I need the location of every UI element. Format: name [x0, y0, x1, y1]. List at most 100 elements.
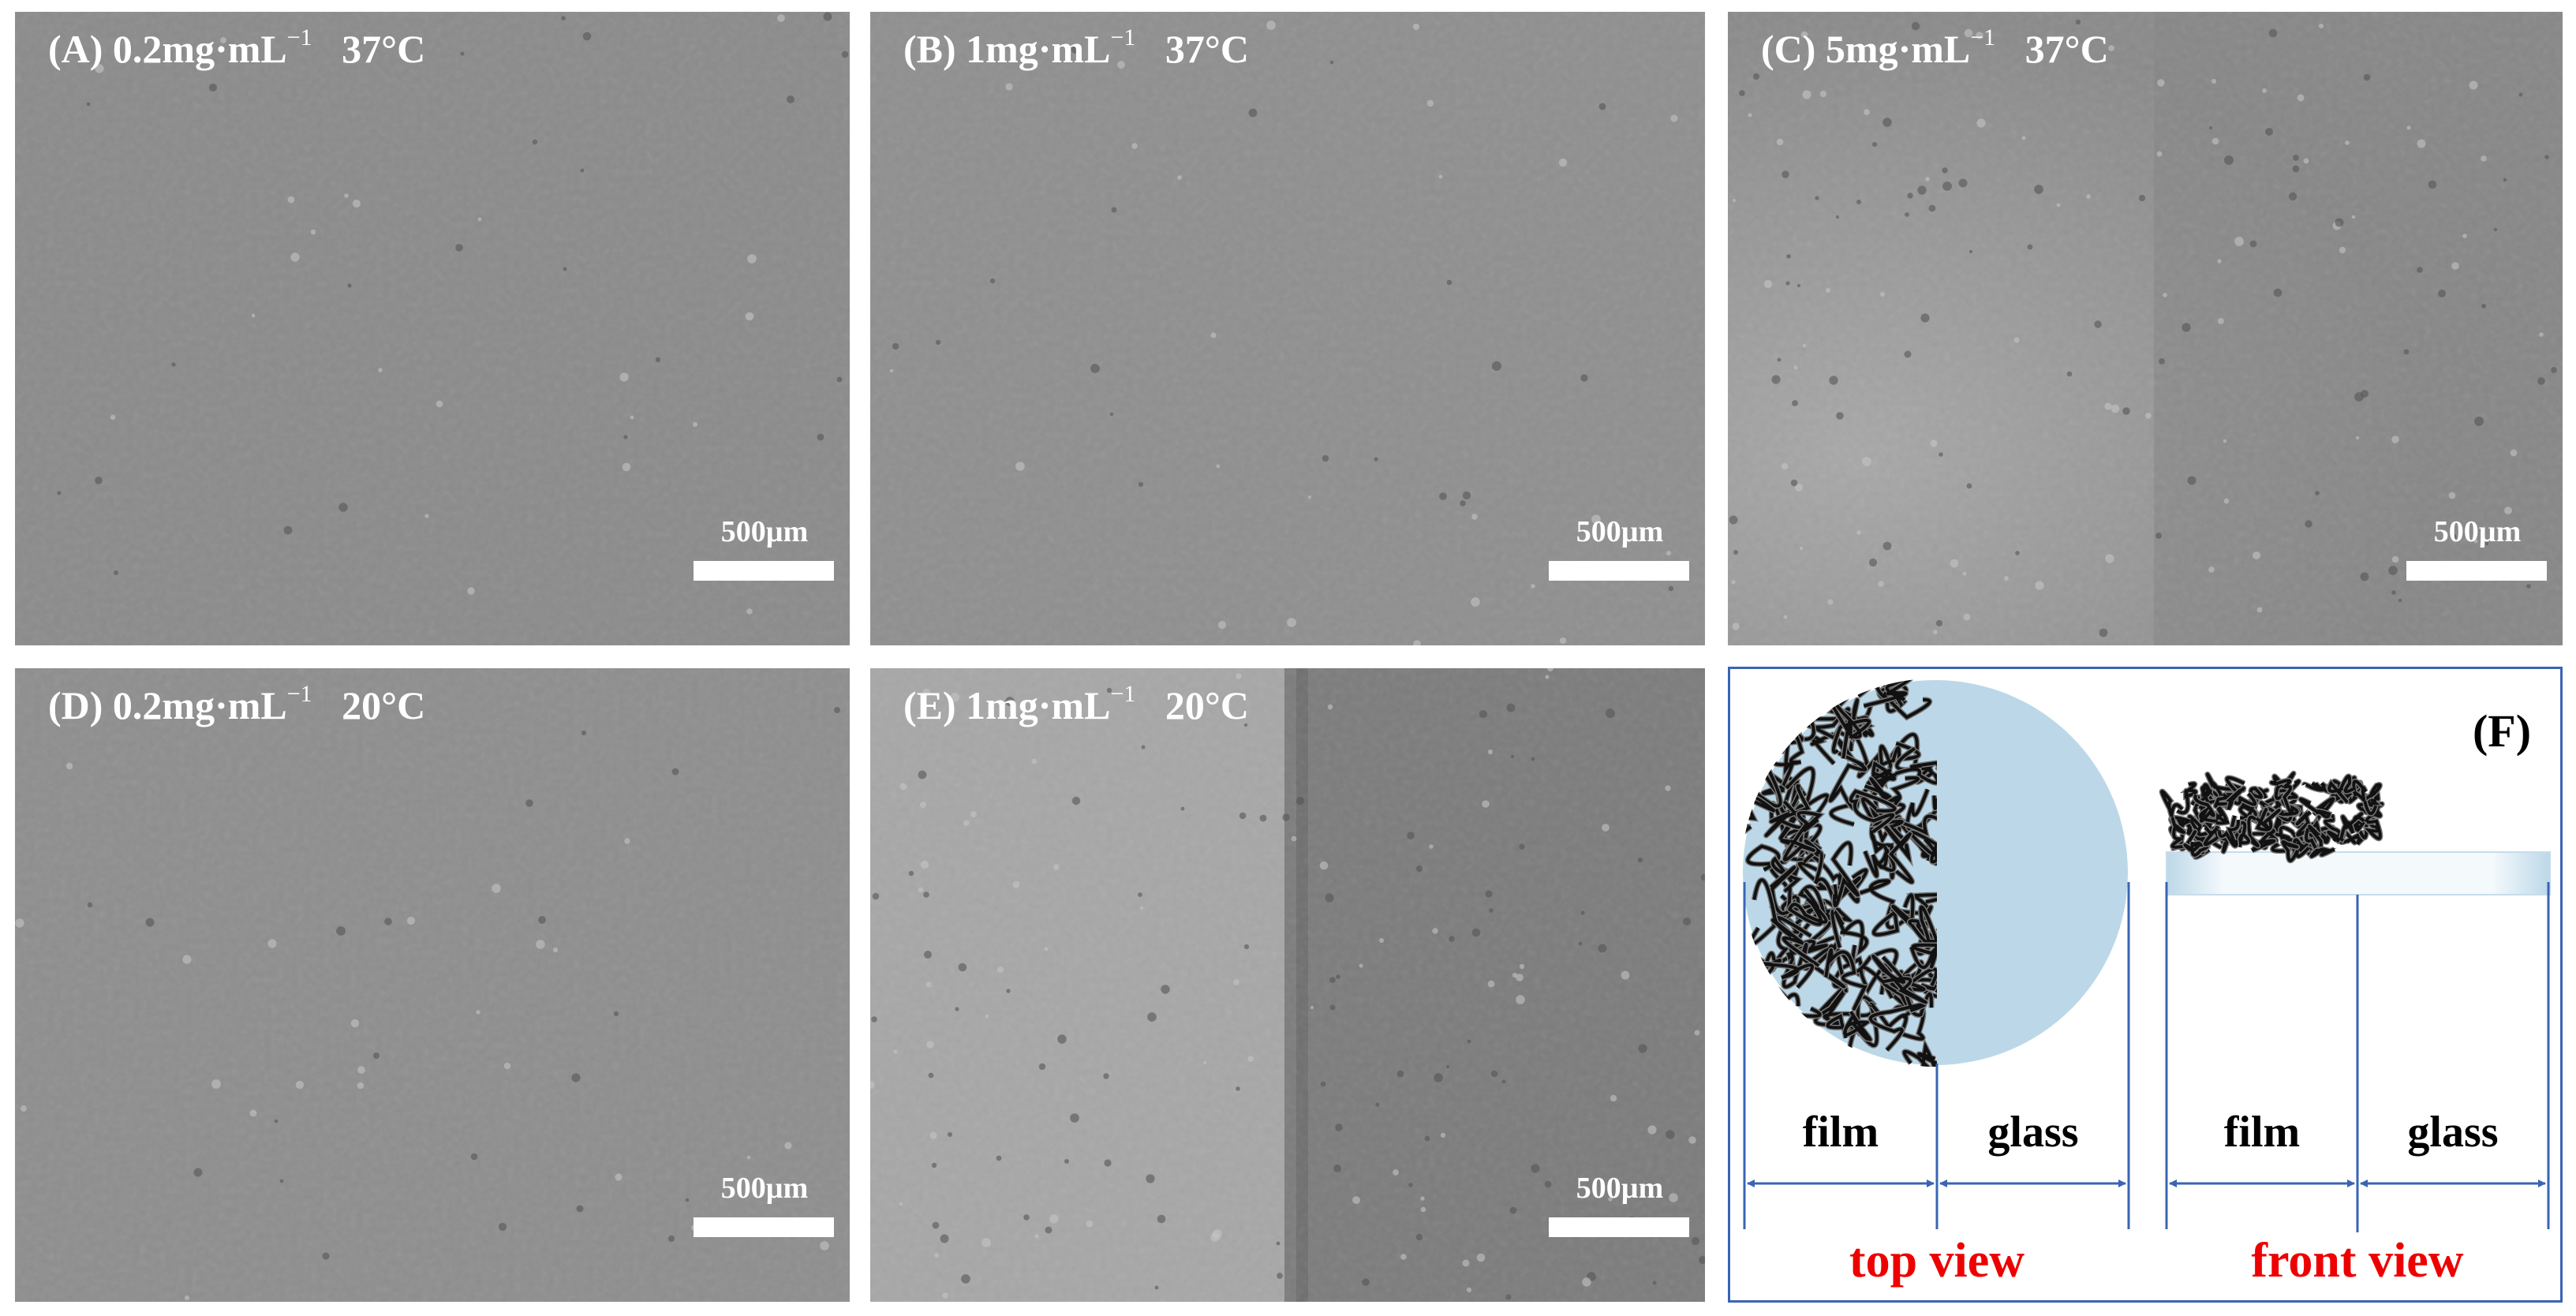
micrograph-a: (A) 0.2mg·mL−1 37°C 500µm	[15, 12, 850, 645]
cell-spot	[1462, 1259, 1470, 1267]
fiber	[2276, 779, 2299, 817]
cell-spot	[1139, 906, 1144, 910]
cell-spot	[892, 342, 899, 350]
cell-spot	[1106, 687, 1112, 694]
cell-spot	[467, 587, 475, 595]
cell-spot	[2544, 155, 2549, 159]
cell-spot	[1505, 1294, 1512, 1300]
concentration-exponent: −1	[1970, 24, 1996, 50]
cell-spot	[1434, 1073, 1443, 1082]
cell-spot	[1161, 985, 1170, 994]
cell-spot	[1578, 941, 1583, 946]
cell-spot	[2293, 155, 2299, 161]
cell-spot	[65, 762, 73, 770]
concentration: 5mg·mL	[1825, 27, 1971, 71]
cell-spot	[2292, 165, 2300, 173]
cell-spot	[1856, 200, 1861, 204]
fiber	[2327, 774, 2355, 803]
cell-spot	[57, 491, 62, 495]
concentration-exponent: −1	[286, 681, 312, 707]
cell-spot	[1793, 365, 1798, 370]
cell-spot	[1545, 675, 1550, 679]
cell-spot	[1374, 457, 1378, 462]
cell-spot	[1748, 113, 1752, 118]
scale-bar-label: 500µm	[1576, 1172, 1664, 1205]
cell-spot	[95, 64, 104, 73]
cell-spot	[1490, 1070, 1498, 1078]
micrograph-image	[15, 668, 850, 1302]
cell-spot	[872, 892, 880, 900]
cell-spot	[1218, 621, 1226, 629]
cell-spot	[1777, 357, 1782, 362]
cell-spot	[1432, 928, 1438, 934]
cell-spot	[1420, 1206, 1426, 1213]
cell-spot	[87, 902, 93, 908]
cell-spot	[1038, 1063, 1046, 1071]
cell-spot	[110, 414, 116, 421]
cell-spot	[2537, 377, 2545, 385]
fiber	[2339, 829, 2368, 846]
top-film-label: film	[1803, 1108, 1879, 1157]
cell-spot	[1236, 1086, 1240, 1091]
cell-spot	[290, 252, 300, 262]
cell-spot	[208, 83, 218, 92]
cell-spot	[1598, 103, 1606, 110]
fiber	[2218, 819, 2240, 848]
fiber	[2255, 807, 2281, 832]
cell-spot	[184, 1295, 190, 1301]
cell-spot	[1296, 797, 1304, 805]
cell-spot	[2305, 520, 2312, 528]
top-view-title: top view	[1849, 1234, 2025, 1288]
cell-spot	[1669, 1193, 1678, 1202]
fiber	[2206, 772, 2245, 796]
cell-spot	[1819, 90, 1827, 98]
panel-label: (E) 1mg·mL−1 20°C	[903, 682, 1249, 728]
cell-spot	[1053, 864, 1060, 870]
film-fibers-front	[2159, 770, 2385, 864]
cell-spot	[1580, 374, 1588, 382]
cell-spot	[1580, 910, 1585, 915]
fiber	[2251, 833, 2276, 852]
front-glass-label: glass	[2407, 1108, 2498, 1157]
cell-spot	[1917, 185, 1927, 195]
cell-spot	[2156, 151, 2163, 157]
cell-spot	[2503, 178, 2507, 182]
fiber	[1741, 738, 1765, 776]
fiber	[1764, 767, 1829, 831]
cell-spot	[1786, 254, 1791, 259]
cell-spot	[996, 1155, 1002, 1161]
cell-spot	[406, 916, 416, 925]
cell-spot	[1950, 559, 1959, 568]
cell-spot	[958, 963, 967, 972]
fiber	[1895, 761, 1937, 786]
cell-spot	[322, 1252, 330, 1260]
cell-spot	[310, 229, 316, 235]
cell-spot	[1045, 1226, 1052, 1234]
cell-spot	[1471, 514, 1478, 520]
front-film-label: film	[2224, 1108, 2300, 1157]
cell-spot	[1925, 177, 1930, 181]
cell-spot	[948, 1132, 952, 1137]
cell-spot	[1307, 495, 1312, 499]
cell-spot	[538, 916, 546, 924]
cell-spot	[1878, 581, 1884, 587]
cell-spot	[249, 1109, 257, 1117]
panel-label: (D) 0.2mg·mL−1 20°C	[48, 682, 425, 728]
cell-spot	[692, 421, 698, 428]
cell-spot	[1090, 364, 1100, 373]
cell-spot	[667, 1235, 675, 1243]
fiber	[1764, 784, 1811, 837]
cell-spot	[2013, 337, 2020, 343]
concentration: 0.2mg·mL	[112, 27, 287, 71]
cell-spot	[2223, 498, 2230, 504]
scale-bar	[1549, 561, 1689, 581]
cell-spot	[2451, 262, 2459, 270]
cell-spot	[920, 802, 926, 808]
cell-spot	[1180, 806, 1185, 811]
fiber	[1824, 948, 1868, 1011]
cell-spot	[436, 400, 443, 408]
cell-spot	[1291, 836, 1297, 842]
cell-spot	[1329, 977, 1336, 983]
cell-spot	[2388, 566, 2398, 575]
fiber	[1741, 990, 1784, 1060]
